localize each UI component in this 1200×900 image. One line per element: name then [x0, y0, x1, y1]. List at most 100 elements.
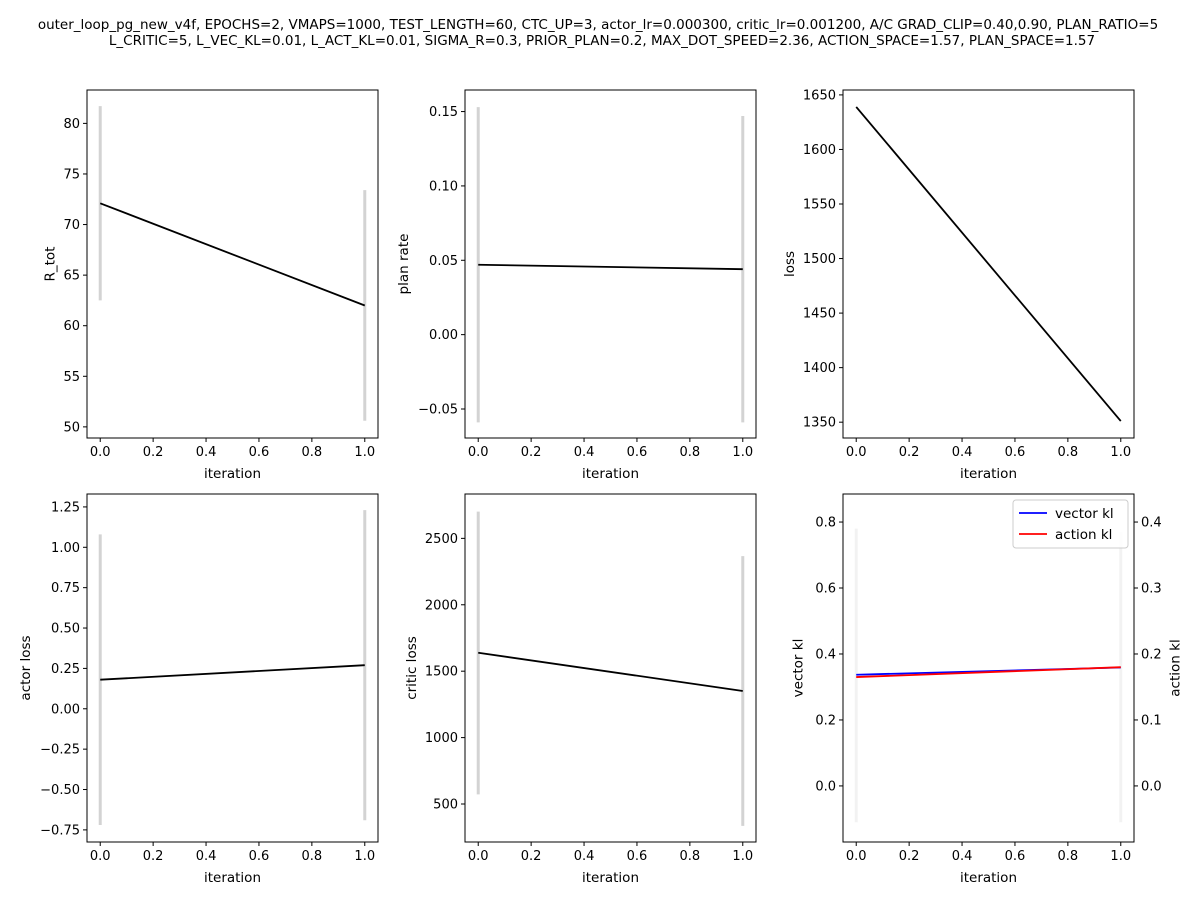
y-tick-label: 0.75	[51, 581, 80, 596]
axes-frame	[464, 89, 757, 439]
y-tick-label: 1.00	[51, 541, 80, 556]
x-tick-label: 0.0	[846, 849, 867, 864]
y-tick-label: −0.50	[40, 783, 80, 798]
y-tick-label: 1500	[425, 665, 458, 680]
y-tick-label: 2500	[425, 532, 458, 547]
y-right-axis-label: action kl	[1168, 639, 1184, 696]
y-tick-label: 1550	[803, 198, 836, 213]
y-tick-label: −0.25	[40, 743, 80, 758]
x-tick-label: 0.6	[627, 849, 648, 864]
y-tick-label: −0.75	[40, 823, 80, 838]
y-tick-label: −0.05	[418, 403, 458, 418]
y-axis-label: actor loss	[18, 635, 34, 700]
x-tick-label: 1.0	[732, 445, 753, 460]
series-line-1	[478, 263, 743, 271]
x-tick-label: 0.0	[90, 849, 111, 864]
x-axis-label: iteration	[582, 466, 639, 482]
y-tick-label: 55	[63, 370, 80, 385]
y-tick-label: 80	[63, 117, 80, 132]
x-tick-label: 0.2	[143, 445, 164, 460]
x-tick-label: 0.2	[143, 849, 164, 864]
x-axis-label: iteration	[582, 870, 639, 886]
y-right-tick-label: 0.3	[1141, 582, 1162, 597]
y-axis-label: loss	[782, 251, 798, 277]
x-tick-label: 0.8	[1058, 849, 1079, 864]
y-right-tick-label: 0.4	[1141, 516, 1162, 531]
x-axis-label: iteration	[204, 870, 261, 886]
y-axis-label: R_tot	[43, 247, 59, 282]
figure-title-line-2: L_CRITIC=5, L_VEC_KL=0.01, L_ACT_KL=0.01…	[109, 33, 1095, 49]
x-tick-label: 0.6	[1005, 849, 1026, 864]
y-tick-label: 75	[63, 167, 80, 182]
y-tick-label: 1500	[803, 252, 836, 267]
figure-title-line-1: outer_loop_pg_new_v4f, EPOCHS=2, VMAPS=1…	[38, 17, 1158, 33]
axes-frame	[842, 493, 1135, 843]
x-tick-label: 1.0	[354, 445, 375, 460]
x-tick-label: 0.4	[574, 445, 595, 460]
x-tick-label: 0.2	[899, 849, 920, 864]
series-line-1	[478, 651, 743, 692]
subplot-grid: 0.0 0.2 0.4 0.6 0.8 1.0 50 55 60 65 70 75 80 iteratio…	[18, 88, 1184, 886]
subplot-3: 0.0 0.2 0.4 0.6 0.8 1.0 1350 1400 1450 1500 1550 16…	[782, 88, 1135, 482]
y-tick-label: 1.25	[51, 500, 80, 515]
x-tick-label: 0.4	[196, 849, 217, 864]
y-tick-label: 1000	[425, 731, 458, 746]
y-tick-label: 0.6	[815, 582, 836, 597]
x-tick-label: 0.8	[302, 445, 323, 460]
y-tick-label: 70	[63, 218, 80, 233]
legend-label-action-kl: action kl	[1055, 527, 1112, 543]
x-tick-label: 0.4	[952, 849, 973, 864]
y-tick-label: 0.0	[815, 779, 836, 794]
y-tick-label: 2000	[425, 598, 458, 613]
axes-frame	[842, 89, 1135, 439]
series-line-action-kl	[856, 666, 1121, 678]
x-tick-label: 0.0	[468, 849, 489, 864]
axes-frame	[464, 493, 757, 843]
y-tick-label: 1400	[803, 361, 836, 376]
subplot-6: 0.0 0.2 0.4 0.6 0.8 1.0 0.0 0.2 0.4 0.6 0.8 0.0 0.1 0…	[790, 493, 1184, 886]
y-tick-label: 0.00	[429, 328, 458, 343]
subplot-1: 0.0 0.2 0.4 0.6 0.8 1.0 50 55 60 65 70 75 80 iteratio…	[43, 89, 379, 482]
x-tick-label: 0.8	[1058, 445, 1079, 460]
y-tick-label: 0.00	[51, 702, 80, 717]
x-tick-label: 1.0	[354, 849, 375, 864]
x-tick-label: 1.0	[732, 849, 753, 864]
x-axis-label: iteration	[960, 870, 1017, 886]
legend-label-vector-kl: vector kl	[1055, 506, 1114, 522]
axes-frame	[86, 89, 379, 439]
y-tick-label: 0.10	[429, 179, 458, 194]
x-tick-label: 1.0	[1110, 445, 1131, 460]
x-tick-label: 0.2	[899, 445, 920, 460]
x-tick-label: 0.2	[521, 849, 542, 864]
x-tick-label: 0.2	[521, 445, 542, 460]
x-tick-label: 0.0	[468, 445, 489, 460]
x-tick-label: 1.0	[1110, 849, 1131, 864]
y-tick-label: 1650	[803, 88, 836, 103]
series-line-1	[855, 106, 1122, 422]
legend-box	[1012, 499, 1129, 549]
y-tick-label: 50	[63, 420, 80, 435]
y-tick-label: 0.50	[51, 622, 80, 637]
x-tick-label: 0.8	[680, 849, 701, 864]
axes-frame	[86, 493, 379, 843]
y-tick-label: 65	[63, 269, 80, 284]
y-tick-label: 60	[63, 319, 80, 334]
y-tick-label: 1350	[803, 416, 836, 431]
y-axis-label: vector kl	[790, 639, 806, 698]
y-tick-label: 500	[433, 798, 458, 813]
y-tick-label: 0.4	[815, 647, 836, 662]
series-line-1	[99, 202, 366, 307]
y-axis-label: critic loss	[404, 636, 420, 700]
subplot-4: 0.0 0.2 0.4 0.6 0.8 1.0 −0.75 −0.50 −0.25 0.00 0.2…	[18, 493, 379, 886]
x-tick-label: 0.4	[574, 849, 595, 864]
x-tick-label: 0.6	[627, 445, 648, 460]
y-tick-label: 1450	[803, 307, 836, 322]
x-tick-label: 0.6	[249, 445, 270, 460]
x-tick-label: 0.8	[680, 445, 701, 460]
y-tick-label: 0.8	[815, 516, 836, 531]
x-tick-label: 0.8	[302, 849, 323, 864]
subplot-2: 0.0 0.2 0.4 0.6 0.8 1.0 −0.05 0.00 0.05 0.10 0.15 i…	[396, 89, 757, 482]
y-tick-label: 1600	[803, 143, 836, 158]
